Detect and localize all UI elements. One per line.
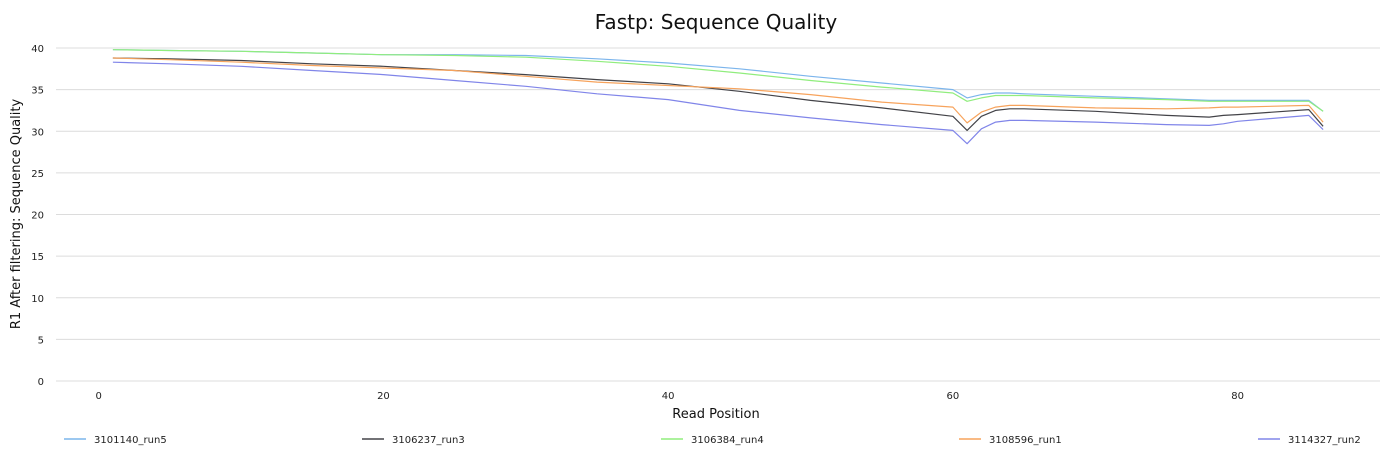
x-axis-label: Read Position (672, 407, 759, 422)
y-tick-label: 5 (38, 335, 44, 346)
x-tick-label: 0 (96, 391, 102, 402)
x-tick-label: 60 (947, 391, 960, 402)
y-tick-label: 15 (31, 252, 44, 263)
y-tick-label: 25 (31, 169, 44, 180)
grid-lines (56, 47, 1380, 382)
legend: 3101140_run5 3106237_run3 3106384_run4 3108… (64, 435, 1361, 446)
legend-label: 3106237_run3 (392, 435, 465, 446)
y-axis-label: R1 After filtering: Sequence Quality (9, 99, 24, 330)
series-line-3106237_run3 (112, 57, 1324, 131)
y-tick-label: 30 (31, 127, 44, 138)
series-line-3114327_run2 (112, 61, 1324, 145)
legend-label: 3106384_run4 (691, 435, 764, 446)
series-line-3106384_run4 (112, 49, 1324, 112)
x-tick-label: 20 (377, 391, 390, 402)
legend-item-3108596_run1[interactable]: 3108596_run1 (959, 435, 1062, 446)
legend-item-3106237_run3[interactable]: 3106237_run3 (362, 435, 465, 446)
y-tick-label: 40 (31, 44, 44, 55)
chart-title: Fastp: Sequence Quality (595, 10, 838, 34)
legend-item-3114327_run2[interactable]: 3114327_run2 (1258, 435, 1361, 446)
series-lines (112, 49, 1324, 145)
y-tick-label: 35 (31, 86, 44, 97)
series-line-3108596_run1 (112, 57, 1324, 124)
y-tick-labels: 0 5 10 15 20 25 30 35 40 (31, 44, 44, 388)
legend-label: 3108596_run1 (989, 435, 1062, 446)
legend-item-3101140_run5[interactable]: 3101140_run5 (64, 435, 167, 446)
series-line-3101140_run5 (112, 49, 1324, 112)
y-tick-label: 10 (31, 294, 44, 305)
y-tick-label: 20 (31, 211, 44, 222)
x-tick-labels: 0 20 40 60 80 (96, 391, 1244, 402)
legend-label: 3101140_run5 (94, 435, 167, 446)
y-tick-label: 0 (38, 377, 44, 388)
legend-label: 3114327_run2 (1288, 435, 1361, 446)
x-tick-label: 40 (662, 391, 675, 402)
x-tick-label: 80 (1231, 391, 1244, 402)
legend-item-3106384_run4[interactable]: 3106384_run4 (661, 435, 764, 446)
